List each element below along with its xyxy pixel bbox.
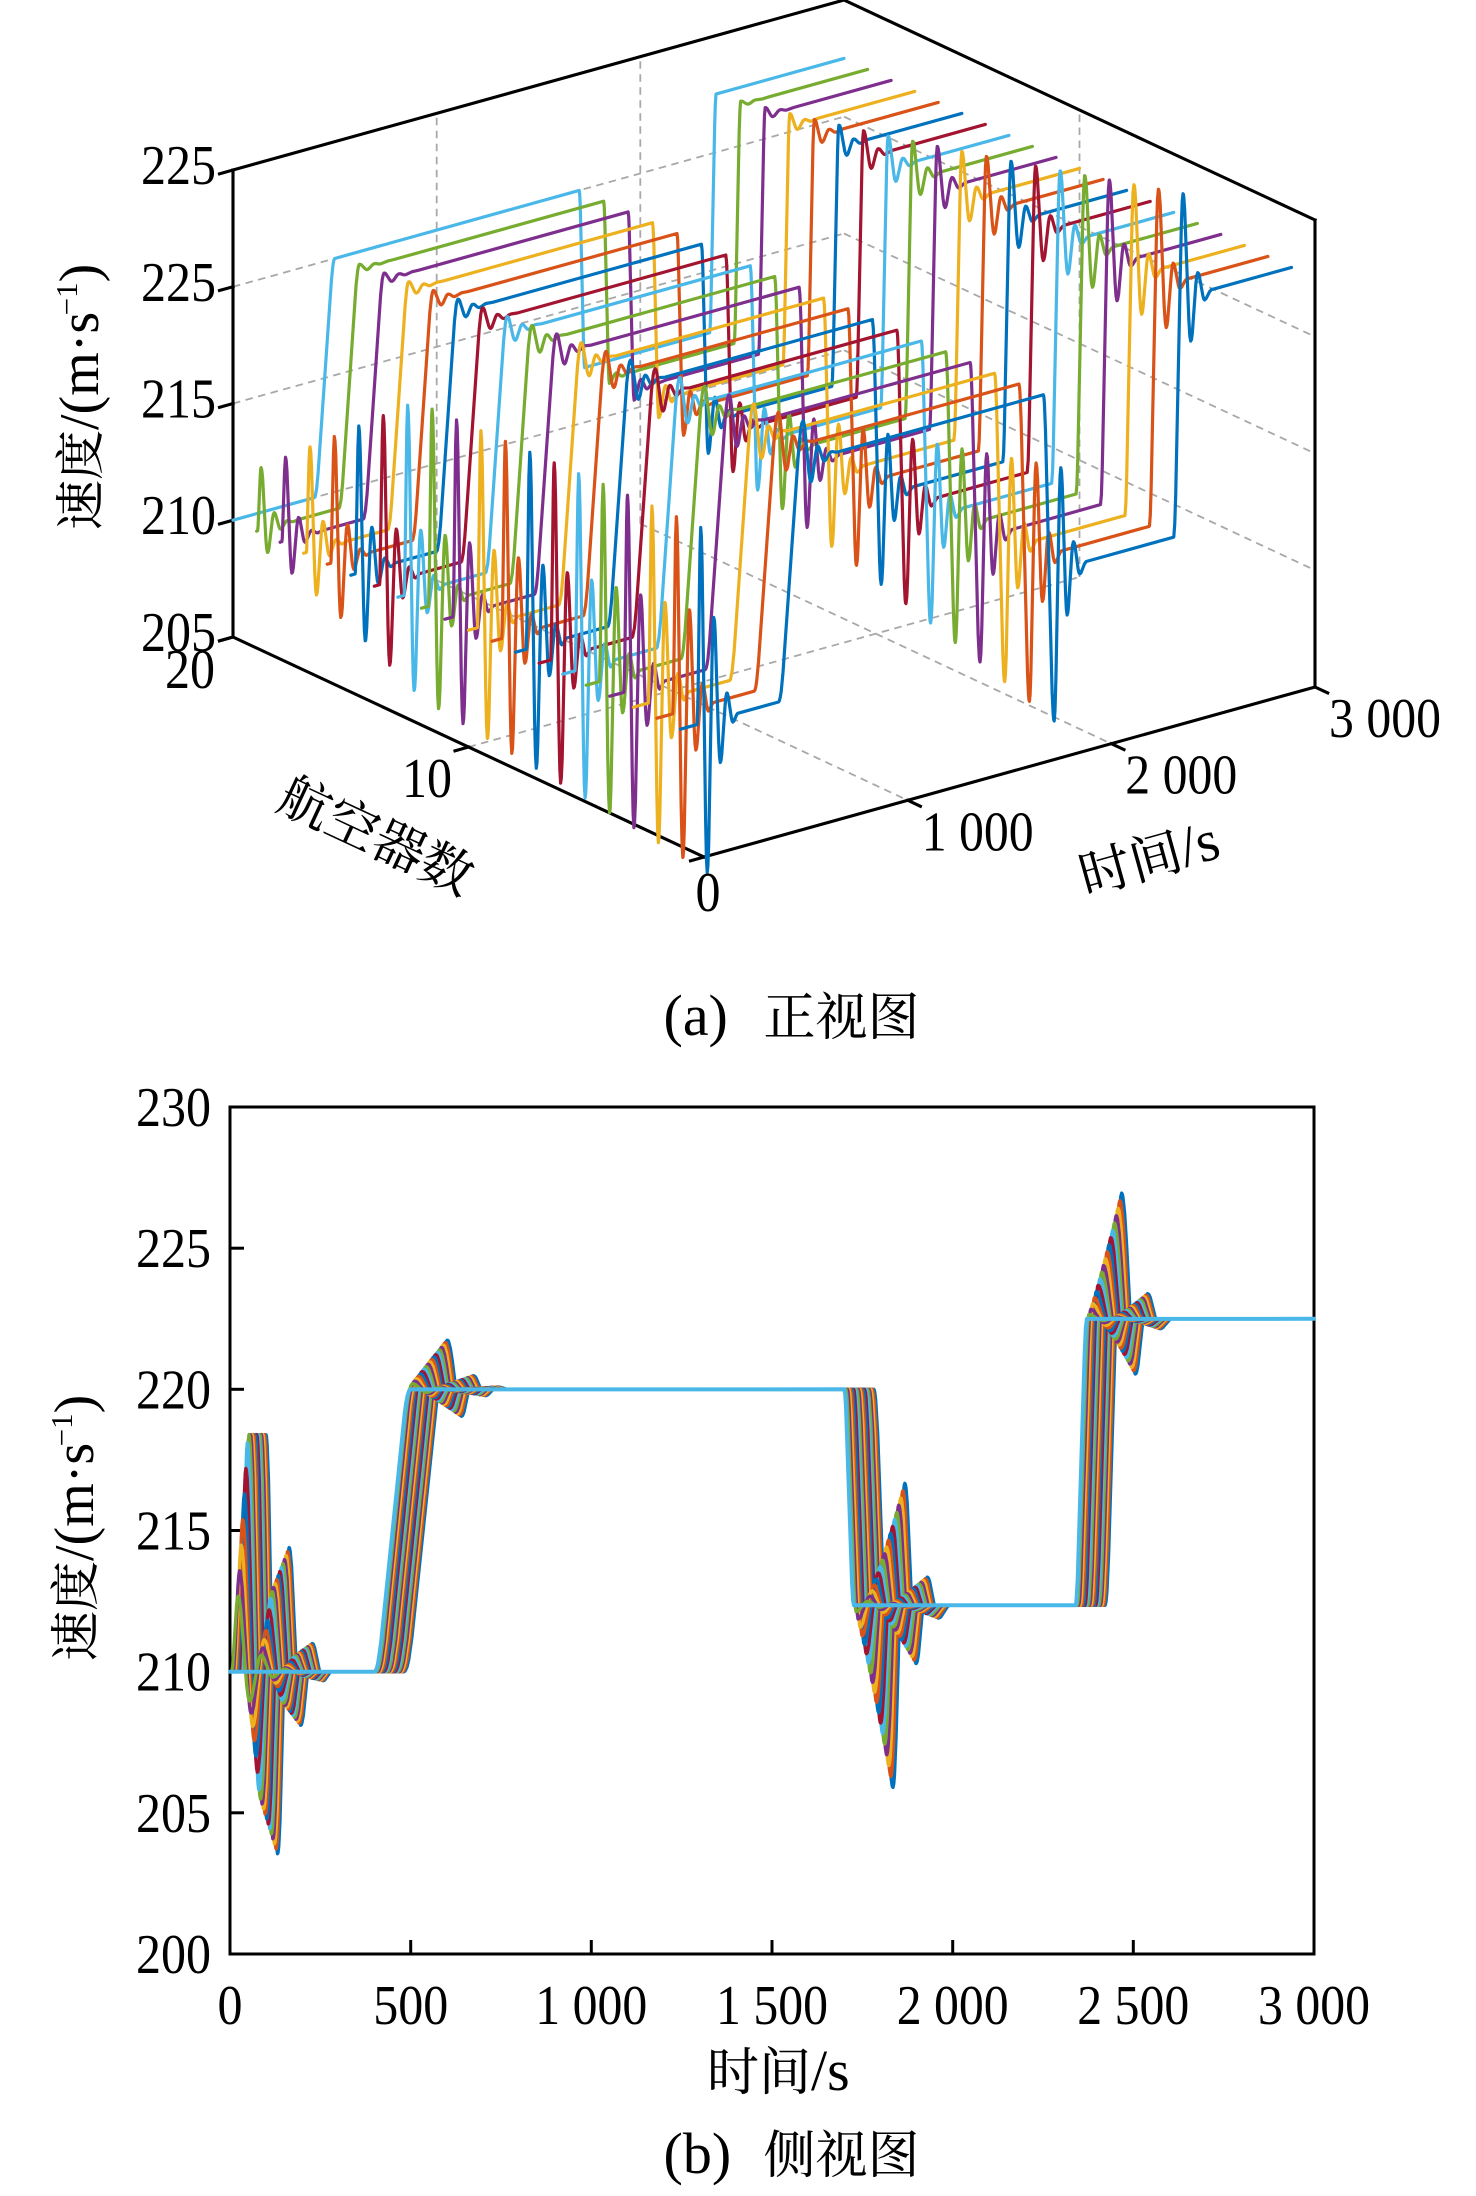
svg-text:230: 230: [136, 1077, 211, 1139]
svg-text:): ): [44, 1395, 106, 1414]
svg-text:200: 200: [136, 1924, 211, 1986]
svg-text:): ): [49, 264, 111, 283]
svg-text:/(m·s: /(m·s: [49, 312, 111, 430]
svg-text:215: 215: [141, 369, 216, 431]
svg-text:205: 205: [141, 602, 216, 664]
svg-text:/s: /s: [811, 2038, 850, 2103]
svg-text:500: 500: [373, 1975, 448, 2037]
svg-text:(a): (a): [664, 983, 728, 1048]
svg-text:215: 215: [136, 1501, 211, 1563]
svg-text:1 000: 1 000: [922, 801, 1034, 863]
svg-text:20: 20: [165, 639, 215, 701]
svg-text:3 000: 3 000: [1329, 688, 1441, 750]
svg-text:210: 210: [141, 485, 216, 547]
svg-text:210: 210: [136, 1642, 211, 1704]
svg-text:10: 10: [402, 748, 452, 810]
svg-text:2 000: 2 000: [897, 1975, 1009, 2037]
svg-text:220: 220: [136, 1359, 211, 1421]
svg-text:/(m·s: /(m·s: [44, 1443, 106, 1561]
svg-text:225: 225: [141, 135, 216, 197]
svg-text:2 500: 2 500: [1077, 1975, 1189, 2037]
svg-text:225: 225: [141, 252, 216, 314]
svg-text:0: 0: [696, 862, 721, 924]
svg-text:−1: −1: [49, 282, 84, 315]
svg-text:1 000: 1 000: [535, 1975, 647, 2037]
svg-text:−1: −1: [44, 1413, 79, 1446]
svg-text:1 500: 1 500: [716, 1975, 828, 2037]
svg-text:0: 0: [218, 1975, 243, 2037]
svg-text:3 000: 3 000: [1258, 1975, 1370, 2037]
svg-text:225: 225: [136, 1218, 211, 1280]
svg-text:(b): (b): [664, 2121, 732, 2186]
svg-text:2 000: 2 000: [1125, 745, 1237, 807]
svg-text:205: 205: [136, 1783, 211, 1845]
